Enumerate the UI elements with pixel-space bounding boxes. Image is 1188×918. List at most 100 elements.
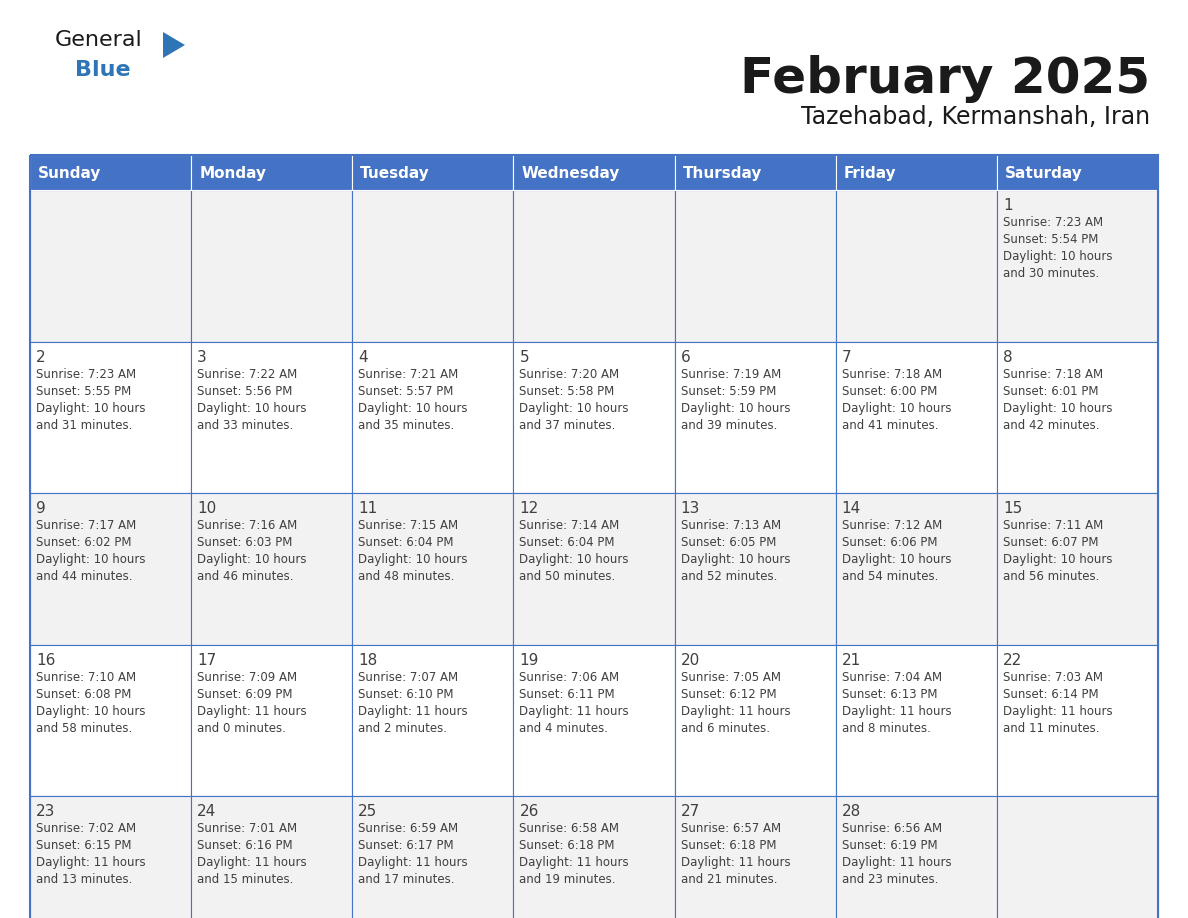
Text: Daylight: 10 hours: Daylight: 10 hours (1003, 250, 1112, 263)
Text: 3: 3 (197, 350, 207, 364)
Text: and 35 minutes.: and 35 minutes. (359, 419, 455, 431)
Text: 16: 16 (36, 653, 56, 667)
Text: Friday: Friday (843, 166, 896, 181)
Text: 27: 27 (681, 804, 700, 820)
Text: 26: 26 (519, 804, 539, 820)
Text: 17: 17 (197, 653, 216, 667)
Text: February 2025: February 2025 (740, 55, 1150, 103)
Text: Sunrise: 7:12 AM: Sunrise: 7:12 AM (842, 520, 942, 532)
Text: Sunrise: 7:09 AM: Sunrise: 7:09 AM (197, 671, 297, 684)
Polygon shape (163, 32, 185, 58)
Text: 15: 15 (1003, 501, 1022, 516)
Text: Sunset: 5:57 PM: Sunset: 5:57 PM (359, 385, 454, 397)
Text: Sunset: 6:19 PM: Sunset: 6:19 PM (842, 839, 937, 853)
Text: Sunset: 6:00 PM: Sunset: 6:00 PM (842, 385, 937, 397)
Bar (30, 797, 191, 918)
Text: Daylight: 10 hours: Daylight: 10 hours (842, 401, 952, 415)
Text: Sunrise: 7:05 AM: Sunrise: 7:05 AM (681, 671, 781, 684)
Bar (191, 190, 353, 341)
Text: Daylight: 10 hours: Daylight: 10 hours (1003, 401, 1112, 415)
Bar (513, 797, 675, 918)
Text: and 37 minutes.: and 37 minutes. (519, 419, 615, 431)
Text: Sunrise: 7:04 AM: Sunrise: 7:04 AM (842, 671, 942, 684)
Text: Sunset: 6:02 PM: Sunset: 6:02 PM (36, 536, 132, 549)
Text: General: General (55, 30, 143, 50)
Text: 18: 18 (359, 653, 378, 667)
Text: and 50 minutes.: and 50 minutes. (519, 570, 615, 583)
Bar (30, 341, 191, 493)
Bar (30, 155, 191, 190)
Text: 25: 25 (359, 804, 378, 820)
Bar (353, 644, 513, 797)
Bar (353, 341, 513, 493)
Bar (513, 155, 675, 190)
Text: Daylight: 11 hours: Daylight: 11 hours (519, 705, 630, 718)
Text: and 54 minutes.: and 54 minutes. (842, 570, 939, 583)
Text: Daylight: 11 hours: Daylight: 11 hours (842, 856, 952, 869)
Text: 21: 21 (842, 653, 861, 667)
Bar (835, 493, 997, 644)
Bar (675, 644, 835, 797)
Bar (30, 493, 191, 644)
Text: Sunrise: 6:57 AM: Sunrise: 6:57 AM (681, 823, 781, 835)
Text: Daylight: 11 hours: Daylight: 11 hours (1003, 705, 1112, 718)
Text: Sunrise: 7:11 AM: Sunrise: 7:11 AM (1003, 520, 1104, 532)
Text: 4: 4 (359, 350, 368, 364)
Bar (835, 190, 997, 341)
Text: Sunrise: 7:13 AM: Sunrise: 7:13 AM (681, 520, 781, 532)
Text: Daylight: 10 hours: Daylight: 10 hours (519, 401, 628, 415)
Bar (513, 493, 675, 644)
Text: Sunrise: 7:17 AM: Sunrise: 7:17 AM (36, 520, 137, 532)
Text: Daylight: 10 hours: Daylight: 10 hours (359, 554, 468, 566)
Text: Sunset: 5:59 PM: Sunset: 5:59 PM (681, 385, 776, 397)
Text: Sunrise: 7:02 AM: Sunrise: 7:02 AM (36, 823, 137, 835)
Text: and 0 minutes.: and 0 minutes. (197, 722, 286, 734)
Text: and 46 minutes.: and 46 minutes. (197, 570, 293, 583)
Text: 23: 23 (36, 804, 56, 820)
Text: Daylight: 11 hours: Daylight: 11 hours (36, 856, 146, 869)
Text: Daylight: 11 hours: Daylight: 11 hours (197, 856, 307, 869)
Bar (997, 155, 1158, 190)
Bar (191, 341, 353, 493)
Text: Sunset: 6:04 PM: Sunset: 6:04 PM (519, 536, 615, 549)
Text: Thursday: Thursday (683, 166, 762, 181)
Text: 6: 6 (681, 350, 690, 364)
Text: 20: 20 (681, 653, 700, 667)
Text: Daylight: 10 hours: Daylight: 10 hours (359, 401, 468, 415)
Text: Daylight: 10 hours: Daylight: 10 hours (36, 401, 145, 415)
Text: 22: 22 (1003, 653, 1022, 667)
Text: Sunrise: 6:58 AM: Sunrise: 6:58 AM (519, 823, 619, 835)
Text: Sunset: 6:18 PM: Sunset: 6:18 PM (519, 839, 615, 853)
Bar (675, 341, 835, 493)
Text: Sunset: 5:55 PM: Sunset: 5:55 PM (36, 385, 131, 397)
Text: Daylight: 10 hours: Daylight: 10 hours (36, 554, 145, 566)
Text: Daylight: 10 hours: Daylight: 10 hours (197, 554, 307, 566)
Text: and 39 minutes.: and 39 minutes. (681, 419, 777, 431)
Text: Sunset: 6:13 PM: Sunset: 6:13 PM (842, 688, 937, 700)
Text: Daylight: 11 hours: Daylight: 11 hours (197, 705, 307, 718)
Text: and 17 minutes.: and 17 minutes. (359, 873, 455, 887)
Bar (997, 341, 1158, 493)
Bar (191, 155, 353, 190)
Text: Sunrise: 7:07 AM: Sunrise: 7:07 AM (359, 671, 459, 684)
Text: Sunrise: 7:06 AM: Sunrise: 7:06 AM (519, 671, 620, 684)
Bar (513, 644, 675, 797)
Text: Tazehabad, Kermanshah, Iran: Tazehabad, Kermanshah, Iran (801, 105, 1150, 129)
Text: Sunset: 6:18 PM: Sunset: 6:18 PM (681, 839, 776, 853)
Text: Sunrise: 7:10 AM: Sunrise: 7:10 AM (36, 671, 137, 684)
Text: Daylight: 11 hours: Daylight: 11 hours (842, 705, 952, 718)
Text: Sunrise: 7:01 AM: Sunrise: 7:01 AM (197, 823, 297, 835)
Text: Sunrise: 6:56 AM: Sunrise: 6:56 AM (842, 823, 942, 835)
Text: and 33 minutes.: and 33 minutes. (197, 419, 293, 431)
Text: Daylight: 11 hours: Daylight: 11 hours (359, 856, 468, 869)
Bar (191, 644, 353, 797)
Text: and 48 minutes.: and 48 minutes. (359, 570, 455, 583)
Text: Blue: Blue (75, 60, 131, 80)
Text: Tuesday: Tuesday (360, 166, 430, 181)
Text: Sunset: 6:11 PM: Sunset: 6:11 PM (519, 688, 615, 700)
Bar (353, 190, 513, 341)
Text: Daylight: 11 hours: Daylight: 11 hours (681, 856, 790, 869)
Text: and 21 minutes.: and 21 minutes. (681, 873, 777, 887)
Text: Daylight: 10 hours: Daylight: 10 hours (1003, 554, 1112, 566)
Bar (191, 797, 353, 918)
